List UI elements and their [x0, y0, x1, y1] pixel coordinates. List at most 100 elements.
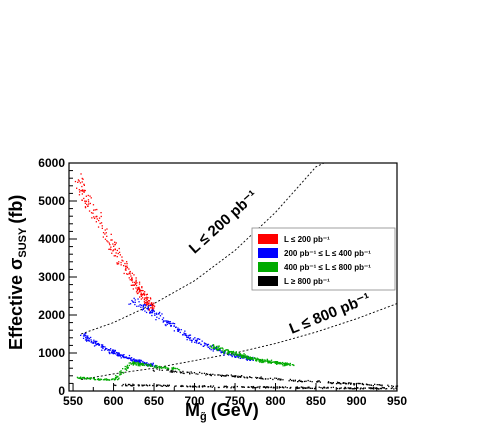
- scatter-point: [335, 383, 338, 385]
- scatter-point: [126, 267, 129, 269]
- scatter-point: [330, 386, 332, 389]
- scatter-point: [85, 332, 87, 335]
- scatter-point: [238, 352, 240, 354]
- scatter-point: [237, 354, 239, 356]
- scatter-point: [156, 313, 158, 315]
- scatter-point: [96, 208, 98, 211]
- scatter-point: [178, 328, 180, 330]
- legend-swatch: [258, 262, 278, 272]
- y-axis-unit: (fb): [6, 195, 26, 224]
- scatter-point: [160, 385, 162, 387]
- scatter-point: [126, 385, 128, 387]
- scatter-point: [136, 359, 138, 362]
- scatter-point: [88, 340, 91, 342]
- scatter-point: [147, 309, 149, 311]
- scatter-point: [127, 366, 129, 368]
- scatter-point: [224, 349, 226, 352]
- scatter-point: [307, 387, 309, 389]
- scatter-point: [80, 376, 82, 378]
- scatter-point: [94, 379, 96, 381]
- scatter-point: [84, 200, 86, 202]
- scatter-point: [183, 372, 185, 375]
- scatter-point: [102, 232, 105, 234]
- scatter-point: [156, 384, 159, 387]
- scatter-point: [300, 386, 302, 388]
- scatter-point: [134, 299, 136, 301]
- scatter-point: [132, 363, 135, 366]
- scatter-point: [86, 377, 88, 379]
- legend-label: 200 pb⁻¹ ≤ L ≤ 400 pb⁻¹: [284, 249, 371, 258]
- scatter-point: [267, 378, 269, 380]
- scatter-point: [137, 298, 139, 300]
- scatter-point: [114, 349, 116, 352]
- scatter-point: [318, 380, 320, 382]
- scatter-point: [93, 341, 95, 343]
- scatter-point: [118, 251, 121, 253]
- x-tick-label: 750: [225, 394, 245, 408]
- scatter-point: [111, 252, 113, 254]
- scatter-point: [261, 361, 263, 364]
- scatter-point: [139, 296, 141, 298]
- scatter-point: [165, 324, 167, 327]
- scatter-point: [150, 307, 152, 309]
- scatter-point: [91, 340, 93, 343]
- scatter-point: [186, 371, 188, 373]
- scatter-point: [327, 381, 330, 383]
- scatter-point: [113, 378, 115, 380]
- scatter-point: [155, 385, 158, 387]
- scatter-point: [118, 377, 120, 379]
- scatter-point: [107, 379, 109, 381]
- scatter-point: [235, 353, 237, 355]
- scatter-point: [197, 338, 199, 340]
- scatter-point: [343, 388, 346, 390]
- scatter-point: [83, 184, 85, 186]
- scatter-point: [152, 309, 154, 311]
- scatter-point: [150, 365, 152, 367]
- scatter-point: [203, 385, 205, 387]
- scatter-point: [242, 355, 244, 357]
- scatter-point: [136, 360, 138, 362]
- scatter-point: [194, 337, 196, 339]
- scatter-point: [220, 351, 222, 353]
- scatter-point: [108, 242, 110, 244]
- scatter-point: [328, 382, 330, 384]
- scatter-point: [126, 273, 128, 275]
- scatter-point: [126, 356, 128, 359]
- scatter-point: [148, 309, 150, 311]
- scatter-point: [374, 383, 376, 385]
- scatter-point: [156, 368, 158, 370]
- scatter-point: [98, 219, 100, 222]
- scatter-point: [116, 249, 118, 252]
- scatter-point: [131, 360, 133, 362]
- scatter-point: [153, 302, 155, 304]
- scatter-point: [191, 372, 193, 374]
- scatter-point: [261, 377, 263, 380]
- scatter-point: [120, 370, 122, 372]
- scatter-point: [209, 374, 211, 376]
- scatter-point: [274, 377, 276, 379]
- scatter-point: [209, 373, 212, 375]
- scatter-point: [393, 388, 395, 390]
- scatter-point: [92, 342, 95, 344]
- scatter-point: [159, 384, 161, 386]
- scatter-point: [143, 292, 145, 294]
- scatter-point: [177, 368, 180, 371]
- scatter-point: [251, 377, 253, 379]
- scatter-point: [270, 362, 272, 364]
- scatter-point: [385, 388, 387, 390]
- scatter-point: [84, 202, 86, 204]
- scatter-point: [121, 259, 123, 261]
- scatter-point: [139, 362, 142, 365]
- scatter-point: [196, 339, 198, 341]
- scatter-point: [303, 380, 306, 383]
- scatter-point: [266, 359, 269, 361]
- scatter-point: [197, 342, 199, 344]
- scatter-point: [88, 203, 90, 205]
- scatter-point: [186, 336, 188, 338]
- scatter-point: [115, 242, 117, 244]
- scatter-point: [207, 386, 210, 388]
- x-axis-label-sub: g̃: [200, 411, 207, 423]
- scatter-point: [113, 352, 115, 354]
- legend-swatch: [258, 248, 278, 258]
